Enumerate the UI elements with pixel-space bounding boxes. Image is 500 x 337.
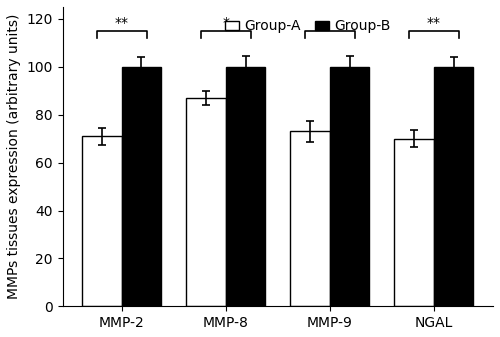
- Bar: [290, 131, 330, 306]
- Bar: [330, 67, 370, 306]
- Y-axis label: MMPs tissues expression (arbitrary units): MMPs tissues expression (arbitrary units…: [7, 14, 21, 299]
- Bar: [122, 67, 162, 306]
- Bar: [226, 67, 266, 306]
- Bar: [434, 67, 474, 306]
- Text: *: *: [222, 16, 230, 30]
- Bar: [394, 139, 434, 306]
- Text: **: **: [114, 16, 128, 30]
- Legend: Group-A, Group-B: Group-A, Group-B: [220, 14, 396, 39]
- Bar: [82, 136, 122, 306]
- Bar: [186, 98, 226, 306]
- Text: **: **: [427, 16, 441, 30]
